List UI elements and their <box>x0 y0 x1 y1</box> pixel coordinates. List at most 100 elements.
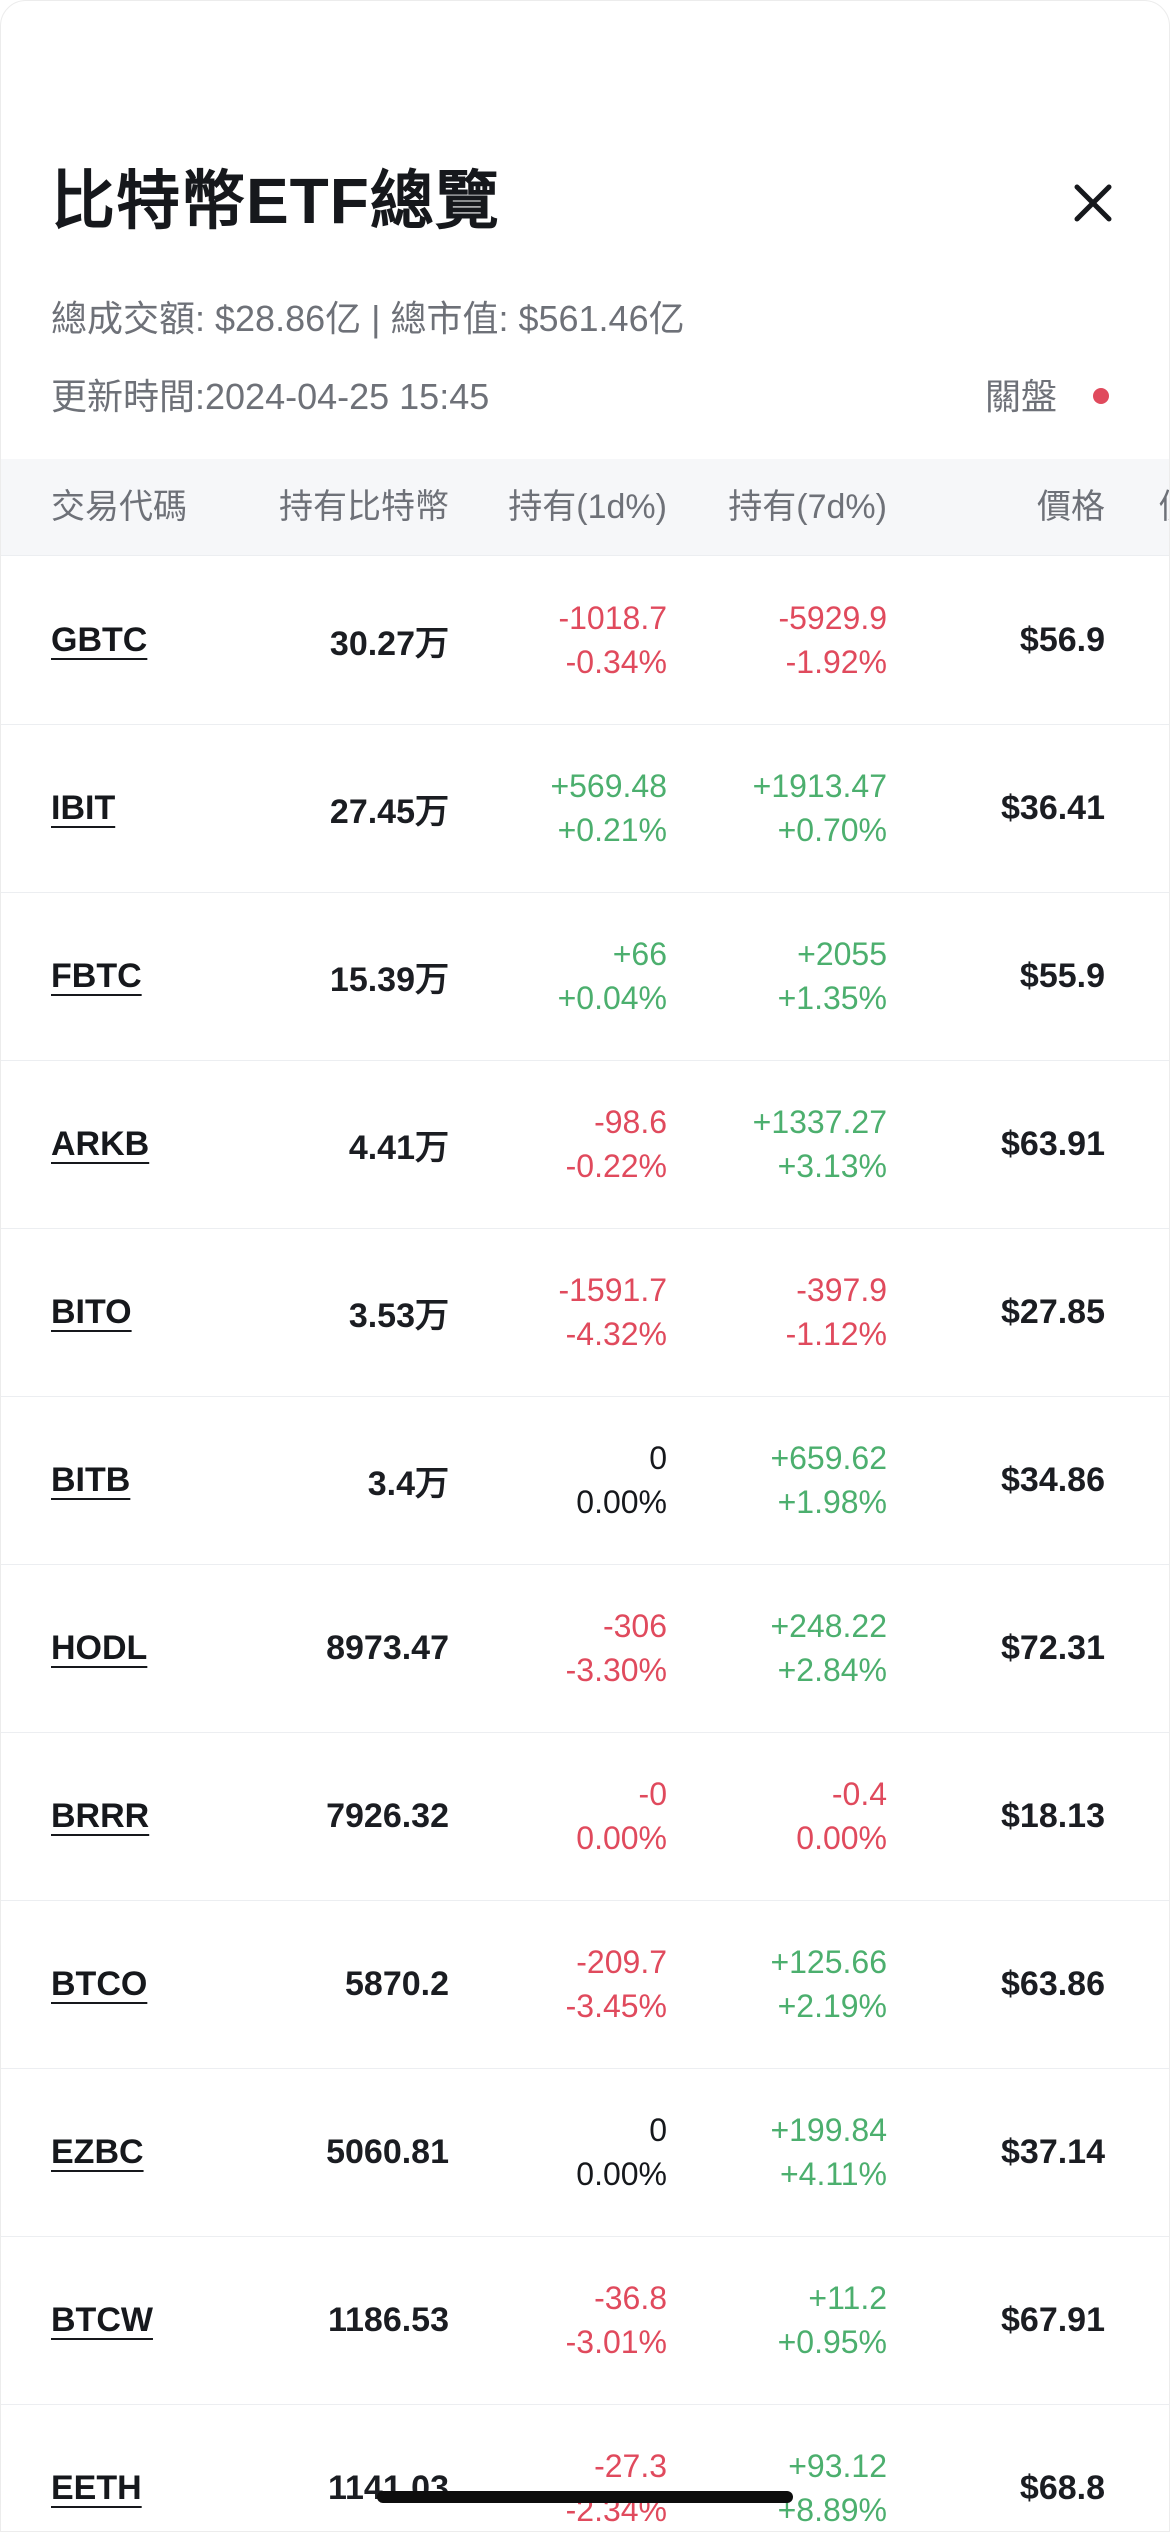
change-7d-amount: +2055 <box>797 936 887 972</box>
holding-value: 5060.81 <box>201 2068 449 2236</box>
table-row[interactable]: FBTC 15.39万 +66 +0.04% +2055 +1.35% $55.9 <box>1 892 1169 1061</box>
change-7d-amount: +1337.27 <box>752 1104 887 1140</box>
ticker-label[interactable]: EZBC <box>51 2132 144 2171</box>
table-row[interactable]: BITB 3.4万 0 0.00% +659.62 +1.98% $34.86 <box>1 1396 1169 1565</box>
ticker-label[interactable]: BTCW <box>51 2300 153 2339</box>
ticker-label[interactable]: GBTC <box>51 620 148 659</box>
ticker-label[interactable]: IBIT <box>51 788 116 827</box>
page-title: 比特幣ETF總覽 <box>51 165 500 237</box>
ticker-link[interactable]: BTCW <box>51 2236 153 2404</box>
ticker-link[interactable]: EETH <box>51 2404 142 2531</box>
holding-value: 7926.32 <box>201 1732 449 1900</box>
table-row[interactable]: EETH 1141.03 -27.3 -2.34% +93.12 +8.89% $68.8 <box>1 2404 1169 2531</box>
change-1d-percent: -0.22% <box>565 1148 667 1184</box>
change-1d-amount: +66 <box>612 936 667 972</box>
ticker-link[interactable]: BTCO <box>51 1900 147 2068</box>
change-1d-amount: -36.8 <box>594 2280 667 2316</box>
holding-label: 1186.53 <box>327 2300 449 2339</box>
close-icon <box>1074 184 1112 222</box>
col-holding[interactable]: 持有比特幣 <box>279 488 449 526</box>
holding-7d-change: +11.2 +0.95% <box>701 2236 887 2404</box>
change-7d-percent: +3.13% <box>777 1148 887 1184</box>
price-label: $67.91 <box>1001 2300 1105 2339</box>
table-row[interactable]: ARKB 4.41万 -98.6 -0.22% +1337.27 +3.13% $63.91 <box>1 1060 1169 1229</box>
price-label: $63.86 <box>1001 1964 1105 2003</box>
table-row[interactable]: BTCW 1186.53 -36.8 -3.01% +11.2 +0.95% $67.91 <box>1 2236 1169 2405</box>
change-1d-percent: 0.00% <box>576 2156 667 2192</box>
holding-7d-change: -0.4 0.00% <box>701 1732 887 1900</box>
table-row[interactable]: EZBC 5060.81 0 0.00% +199.84 +4.11% $37.14 <box>1 2068 1169 2237</box>
holding-1d-change: -1018.7 -0.34% <box>481 556 667 724</box>
change-7d-amount: +248.22 <box>770 1608 887 1644</box>
change-7d-percent: +0.70% <box>777 812 887 848</box>
ticker-link[interactable]: EZBC <box>51 2068 144 2236</box>
ticker-label[interactable]: BITB <box>51 1460 131 1499</box>
change-7d-percent: +0.95% <box>777 2324 887 2360</box>
col-overflow[interactable]: 價 <box>1159 459 1169 555</box>
change-1d-amount: -1591.7 <box>558 1272 667 1308</box>
change-1d-percent: +0.21% <box>557 812 667 848</box>
price-label: $37.14 <box>1001 2132 1105 2171</box>
change-1d-percent: -3.30% <box>565 1652 667 1688</box>
ticker-link[interactable]: BRRR <box>51 1732 149 1900</box>
change-7d-amount: +1913.47 <box>752 768 887 804</box>
holding-value: 1186.53 <box>201 2236 449 2404</box>
table-row[interactable]: IBIT 27.45万 +569.48 +0.21% +1913.47 +0.70% $36… <box>1 724 1169 893</box>
change-7d-percent: +8.89% <box>777 2492 887 2528</box>
col-holding-1d[interactable]: 持有(1d%) <box>508 488 667 526</box>
change-1d-amount: -98.6 <box>594 1104 667 1140</box>
ticker-label[interactable]: BTCO <box>51 1964 148 2003</box>
table-row[interactable]: GBTC 30.27万 -1018.7 -0.34% -5929.9 -1.92% $56.… <box>1 556 1169 725</box>
price-label: $27.85 <box>1001 1292 1105 1331</box>
price-label: $72.31 <box>1001 1628 1105 1667</box>
holding-1d-change: 0 0.00% <box>481 2068 667 2236</box>
col-price[interactable]: 價格 <box>1037 488 1105 526</box>
holding-1d-change: -209.7 -3.45% <box>481 1900 667 2068</box>
table-row[interactable]: BITO 3.53万 -1591.7 -4.32% -397.9 -1.12% $27.85 <box>1 1228 1169 1397</box>
holding-1d-change: -27.3 -2.34% <box>481 2404 667 2531</box>
holding-label: 7926.32 <box>326 1796 449 1835</box>
change-1d-percent: 0.00% <box>576 1820 667 1856</box>
price-label: $55.9 <box>1019 956 1105 995</box>
ticker-label[interactable]: BRRR <box>51 1796 150 1835</box>
price-label: $56.9 <box>1019 620 1105 659</box>
ticker-label[interactable]: FBTC <box>51 956 142 995</box>
ticker-link[interactable]: GBTC <box>51 556 147 724</box>
ticker-link[interactable]: HODL <box>51 1564 147 1732</box>
ticker-link[interactable]: BITO <box>51 1228 132 1396</box>
change-7d-amount: +93.12 <box>788 2448 887 2484</box>
holding-label: 30.27万 <box>329 624 449 663</box>
ticker-link[interactable]: ARKB <box>51 1060 149 1228</box>
ticker-link[interactable]: IBIT <box>51 724 115 892</box>
ticker-link[interactable]: FBTC <box>51 892 142 1060</box>
ticker-label[interactable]: ARKB <box>51 1124 150 1163</box>
price-label: $18.13 <box>1001 1796 1105 1835</box>
price-value: $72.31 <box>901 1564 1105 1732</box>
close-button[interactable] <box>1061 171 1125 235</box>
price-value: $55.9 <box>901 892 1105 1060</box>
updated-time: 更新時間:2024-04-25 15:45 <box>51 376 490 417</box>
holding-1d-change: -36.8 -3.01% <box>481 2236 667 2404</box>
change-1d-percent: -4.32% <box>565 1316 667 1352</box>
holding-value: 4.41万 <box>201 1060 449 1228</box>
ticker-label[interactable]: HODL <box>51 1628 148 1667</box>
table-row[interactable]: HODL 8973.47 -306 -3.30% +248.22 +2.84% $72.31 <box>1 1564 1169 1733</box>
price-label: $63.91 <box>1001 1124 1105 1163</box>
ticker-label[interactable]: BITO <box>51 1292 132 1331</box>
table-row[interactable]: BRRR 7926.32 -0 0.00% -0.4 0.00% $18.13 <box>1 1732 1169 1901</box>
holding-1d-change: 0 0.00% <box>481 1396 667 1564</box>
change-7d-percent: +2.84% <box>777 1652 887 1688</box>
col-holding-7d[interactable]: 持有(7d%) <box>728 488 887 526</box>
table-row[interactable]: BTCO 5870.2 -209.7 -3.45% +125.66 +2.19% $63.8… <box>1 1900 1169 2069</box>
ticker-label[interactable]: EETH <box>51 2468 142 2507</box>
ticker-link[interactable]: BITB <box>51 1396 130 1564</box>
change-1d-percent: +0.04% <box>557 980 667 1016</box>
change-1d-percent: -3.01% <box>565 2324 667 2360</box>
holding-value: 15.39万 <box>201 892 449 1060</box>
holding-value: 27.45万 <box>201 724 449 892</box>
change-7d-amount: -5929.9 <box>778 600 887 636</box>
col-ticker[interactable]: 交易代碼 <box>51 488 187 526</box>
change-7d-percent: -1.12% <box>785 1316 887 1352</box>
change-7d-amount: +125.66 <box>770 1944 887 1980</box>
